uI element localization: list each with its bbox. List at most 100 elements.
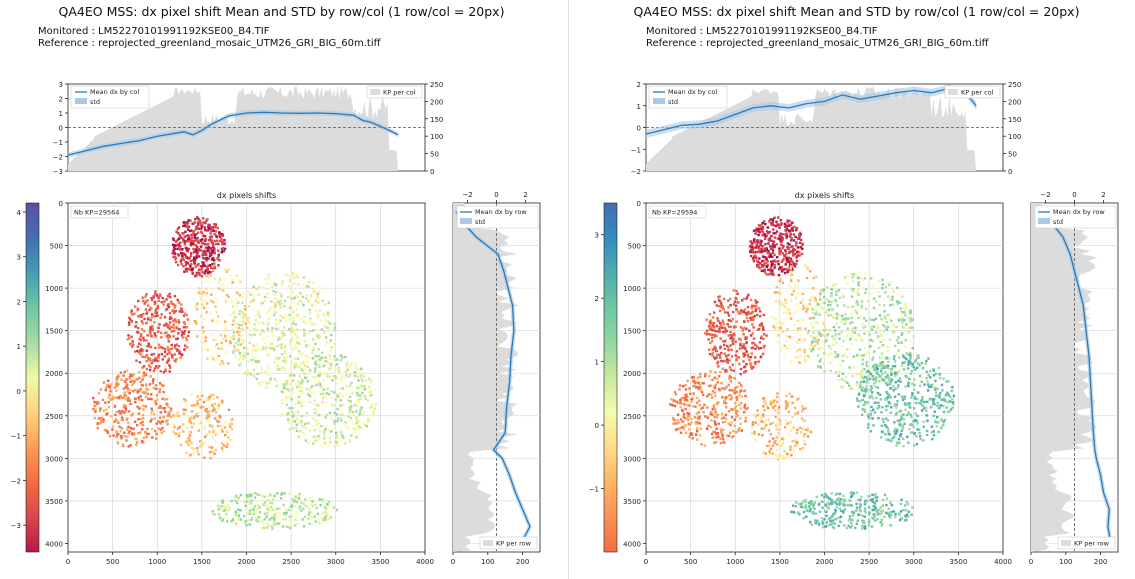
dx-shift-point bbox=[255, 499, 258, 502]
dx-shift-point bbox=[673, 391, 677, 394]
dx-shift-point bbox=[786, 268, 789, 271]
dx-shift-point bbox=[111, 395, 114, 398]
dx-shift-point bbox=[145, 339, 148, 342]
dx-shift-point bbox=[325, 518, 328, 522]
dx-shift-point bbox=[114, 413, 117, 417]
dx-shift-point bbox=[293, 296, 296, 299]
dx-shift-point bbox=[861, 362, 864, 365]
dx-shift-point bbox=[202, 250, 205, 253]
dx-shift-point bbox=[204, 246, 208, 249]
dx-shift-point bbox=[130, 414, 133, 417]
dx-shift-point bbox=[232, 516, 236, 519]
dx-shift-point bbox=[789, 232, 792, 235]
dx-shift-point bbox=[738, 403, 741, 407]
dx-shift-point bbox=[323, 303, 327, 306]
dx-shift-point bbox=[861, 358, 864, 361]
dx-shift-point bbox=[867, 374, 870, 377]
dx-shift-point bbox=[715, 427, 718, 431]
dx-shift-point bbox=[304, 439, 308, 442]
dx-shift-point bbox=[777, 263, 780, 266]
dx-shift-point bbox=[217, 508, 221, 511]
dx-shift-point bbox=[885, 390, 888, 394]
dx-shift-point bbox=[295, 382, 298, 385]
dx-shift-point bbox=[208, 251, 212, 255]
dx-shift-point bbox=[874, 385, 877, 388]
dx-shift-point bbox=[814, 300, 818, 304]
dx-shift-point bbox=[207, 410, 211, 413]
dx-shift-point bbox=[729, 325, 732, 329]
dx-shift-point bbox=[193, 236, 197, 239]
dx-shift-point bbox=[834, 300, 838, 303]
dx-shift-point bbox=[237, 514, 241, 517]
dx-shift-point bbox=[369, 406, 372, 409]
dx-shift-point bbox=[323, 319, 326, 322]
dx-shift-point bbox=[850, 287, 853, 291]
dx-shift-point bbox=[295, 417, 299, 420]
dx-shift-point bbox=[127, 425, 130, 429]
dx-shift-point bbox=[150, 412, 153, 415]
dx-shift-point bbox=[680, 396, 684, 400]
dx-shift-point bbox=[800, 252, 804, 256]
dx-shift-point bbox=[684, 431, 688, 434]
dx-shift-point bbox=[750, 367, 754, 370]
dx-shift-point bbox=[230, 499, 233, 503]
dx-shift-point bbox=[195, 225, 198, 228]
x-tick-label: 2500 bbox=[282, 558, 300, 566]
dx-shift-point bbox=[215, 357, 218, 361]
dx-shift-point bbox=[796, 285, 799, 288]
dx-shift-point bbox=[791, 415, 794, 418]
dx-shift-point bbox=[722, 322, 726, 326]
dx-shift-point bbox=[717, 365, 720, 368]
dx-shift-point bbox=[200, 443, 204, 446]
dx-shift-point bbox=[938, 406, 941, 410]
dx-shift-point bbox=[799, 238, 803, 242]
dx-shift-point bbox=[817, 339, 820, 342]
dx-shift-point bbox=[343, 422, 346, 425]
dx-shift-point bbox=[670, 397, 673, 401]
dx-shift-point bbox=[859, 385, 862, 389]
dx-shift-point bbox=[886, 350, 890, 353]
dx-shift-point bbox=[239, 362, 242, 365]
dx-shift-point bbox=[281, 280, 284, 283]
dx-shift-point bbox=[761, 226, 765, 229]
dx-shift-point bbox=[276, 492, 279, 495]
dx-shift-point bbox=[313, 435, 316, 438]
dx-shift-point bbox=[809, 348, 812, 351]
dx-shift-point bbox=[799, 334, 803, 337]
dx-shift-point bbox=[126, 390, 129, 393]
dx-shift-point bbox=[897, 336, 900, 339]
dx-shift-point bbox=[723, 340, 726, 343]
dx-shift-point bbox=[168, 335, 172, 338]
dx-shift-point bbox=[904, 338, 907, 342]
dx-shift-point bbox=[797, 237, 800, 240]
dx-shift-point bbox=[922, 425, 925, 428]
dx-shift-point bbox=[758, 267, 761, 270]
dx-shift-point bbox=[873, 401, 876, 404]
dx-shift-point bbox=[141, 299, 145, 303]
dx-shift-point bbox=[934, 388, 937, 391]
dx-shift-point bbox=[906, 435, 909, 438]
dx-shift-point bbox=[341, 437, 344, 441]
dx-shift-point bbox=[832, 343, 835, 347]
dx-shift-point bbox=[727, 314, 731, 317]
dx-shift-point bbox=[328, 411, 332, 415]
dx-shift-point bbox=[869, 277, 873, 280]
dx-shift-point bbox=[337, 444, 340, 447]
dx-shift-point bbox=[716, 432, 719, 435]
dx-shift-point bbox=[783, 271, 787, 275]
dx-shift-point bbox=[192, 242, 195, 246]
dx-shift-point bbox=[151, 360, 154, 363]
dx-shift-point bbox=[940, 418, 943, 421]
dx-shift-point bbox=[786, 245, 789, 249]
dx-shift-point bbox=[714, 410, 717, 413]
dx-shift-point bbox=[292, 316, 295, 320]
dx-shift-point bbox=[771, 452, 775, 455]
dx-shift-point bbox=[785, 257, 788, 260]
dx-shift-point bbox=[271, 527, 274, 531]
dx-shift-point bbox=[154, 346, 157, 350]
dx-shift-point bbox=[315, 419, 318, 422]
dx-shift-point bbox=[240, 327, 243, 331]
dx-shift-point bbox=[222, 337, 225, 340]
dx-shift-point bbox=[190, 239, 194, 242]
dx-shift-point bbox=[725, 434, 729, 437]
